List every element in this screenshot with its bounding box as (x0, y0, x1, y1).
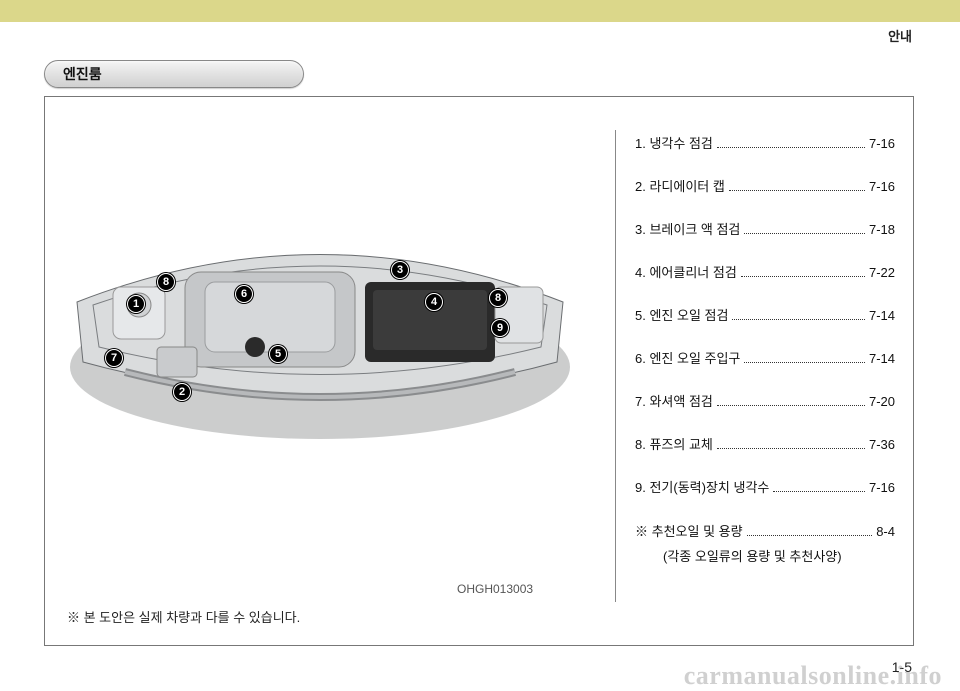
header-label: 안내 (888, 26, 912, 45)
list-item-page: 7-18 (869, 222, 895, 237)
watermark: carmanualsonline.info (684, 661, 942, 691)
leader-dots (741, 276, 865, 277)
list-item-label: 8. 퓨즈의 교체 (635, 434, 713, 453)
figure-note: ※ 본 도안은 실제 차량과 다를 수 있습니다. (67, 607, 300, 626)
callout-marker: 5 (269, 345, 287, 363)
leader-dots (717, 147, 865, 148)
list-item: 2. 라디에이터 캡 7-16 (635, 176, 895, 195)
list-item-label: 9. 전기(동력)장치 냉각수 (635, 477, 769, 496)
list-item: 4. 에어클리너 점검 7-22 (635, 262, 895, 281)
list-item: 9. 전기(동력)장치 냉각수 7-16 (635, 477, 895, 496)
list-note-line2: (각종 오일류의 용량 및 추천사양) (635, 545, 895, 570)
list-item-label: 3. 브레이크 액 점검 (635, 219, 740, 238)
figure-area: 1863489572 OHGH013003 ※ 본 도안은 실제 차량과 다를 … (45, 97, 601, 645)
section-title: 엔진룸 (63, 64, 102, 84)
list-item-page: 7-14 (869, 308, 895, 323)
section-tab: 엔진룸 (44, 60, 304, 88)
leader-dots (773, 491, 865, 492)
list-item-label: 2. 라디에이터 캡 (635, 176, 725, 195)
list-item-label: 5. 엔진 오일 점검 (635, 305, 728, 324)
list-note-page: 8-4 (876, 520, 895, 545)
callout-marker: 8 (157, 273, 175, 291)
callout-marker: 7 (105, 349, 123, 367)
leader-dots (717, 448, 865, 449)
header-row: 안내 (0, 22, 960, 45)
list-item: 3. 브레이크 액 점검 7-18 (635, 219, 895, 238)
list-item: 1. 냉각수 점검 7-16 (635, 133, 895, 152)
list-item: 8. 퓨즈의 교체 7-36 (635, 434, 895, 453)
leader-dots (717, 405, 865, 406)
callout-marker: 1 (127, 295, 145, 313)
list-item-label: 4. 에어클리너 점검 (635, 262, 737, 281)
list-item-label: 6. 엔진 오일 주입구 (635, 348, 740, 367)
vertical-divider (615, 130, 616, 602)
list-item: 5. 엔진 오일 점검 7-14 (635, 305, 895, 324)
list-note-label: ※ 추천오일 및 용량 (635, 520, 743, 545)
figure-code: OHGH013003 (457, 582, 533, 596)
leader-dots (732, 319, 865, 320)
callout-marker: 4 (425, 293, 443, 311)
leader-dots (744, 362, 865, 363)
list-item-page: 7-16 (869, 179, 895, 194)
list-item-page: 7-20 (869, 394, 895, 409)
list-item-label: 7. 와셔액 점검 (635, 391, 713, 410)
list-item-page: 7-16 (869, 480, 895, 495)
list-item-page: 7-16 (869, 136, 895, 151)
callout-marker: 6 (235, 285, 253, 303)
list-item-page: 7-14 (869, 351, 895, 366)
callout-marker: 8 (489, 289, 507, 307)
list-item: 7. 와셔액 점검 7-20 (635, 391, 895, 410)
list-item: 6. 엔진 오일 주입구 7-14 (635, 348, 895, 367)
leader-dots (747, 535, 873, 536)
top-accent-bar (0, 0, 960, 22)
list-note: ※ 추천오일 및 용량 8-4 (각종 오일류의 용량 및 추천사양) (635, 520, 895, 569)
engine-bay-illustration (65, 227, 575, 447)
callout-marker: 2 (173, 383, 191, 401)
leader-dots (744, 233, 865, 234)
reference-list: 1. 냉각수 점검 7-16 2. 라디에이터 캡 7-16 3. 브레이크 액 점검 7… (635, 133, 895, 569)
list-item-page: 7-36 (869, 437, 895, 452)
list-item-label: 1. 냉각수 점검 (635, 133, 713, 152)
callout-marker: 3 (391, 261, 409, 279)
leader-dots (729, 190, 865, 191)
content-frame: 1863489572 OHGH013003 ※ 본 도안은 실제 차량과 다를 … (44, 96, 914, 646)
callout-marker: 9 (491, 319, 509, 337)
list-item-page: 7-22 (869, 265, 895, 280)
